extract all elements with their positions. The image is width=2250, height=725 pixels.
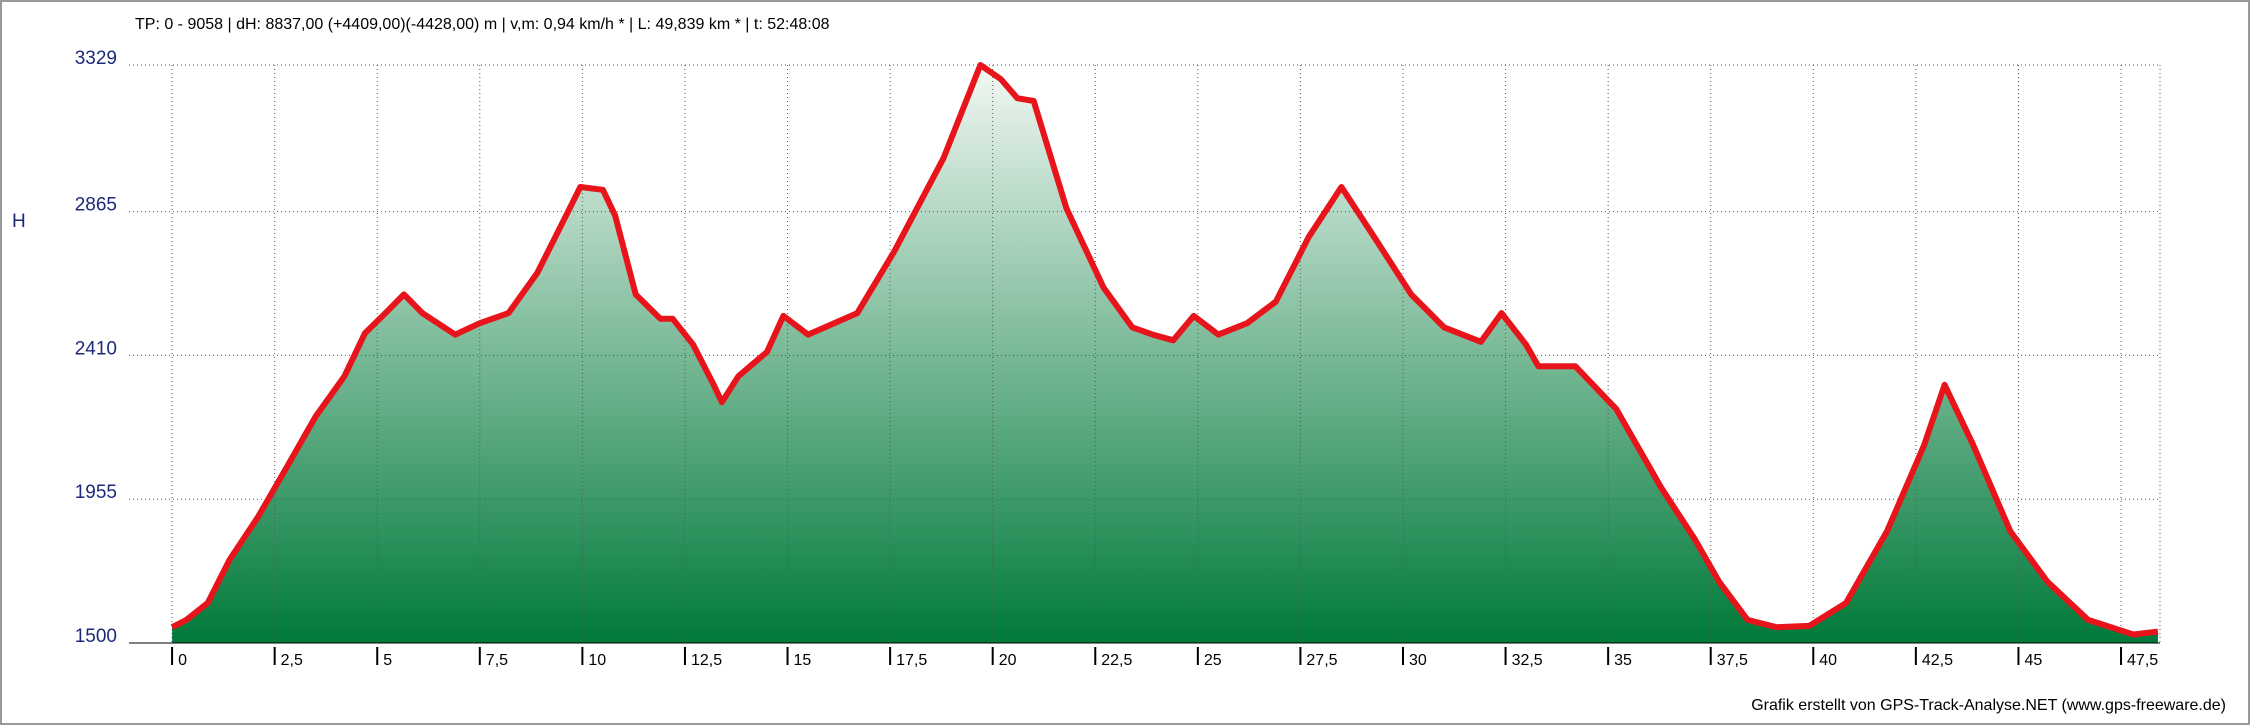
x-tick-label: 17,5 bbox=[896, 652, 927, 669]
x-tick-label: 37,5 bbox=[1717, 652, 1748, 669]
x-tick-label: 42,5 bbox=[1922, 652, 1953, 669]
x-tick-label: 15 bbox=[794, 652, 812, 669]
y-tick-label: 1500 bbox=[75, 626, 117, 647]
x-tick-label: 40 bbox=[1819, 652, 1837, 669]
x-tick-label: 7,5 bbox=[486, 652, 508, 669]
y-tick-label: 2410 bbox=[75, 338, 117, 359]
x-tick-label: 2,5 bbox=[281, 652, 303, 669]
x-tick-label: 22,5 bbox=[1101, 652, 1132, 669]
x-tick-label: 47,5 bbox=[2127, 652, 2158, 669]
y-tick-label: 3329 bbox=[75, 48, 117, 69]
x-tick-label: 10 bbox=[588, 652, 606, 669]
footer: Grafik erstellt von GPS-Track-Analyse.NE… bbox=[1751, 697, 2226, 714]
x-tick-label: 32,5 bbox=[1512, 652, 1543, 669]
x-tick-label: 12,5 bbox=[691, 652, 722, 669]
y-axis-label: H bbox=[12, 211, 26, 232]
x-tick-label: 45 bbox=[2024, 652, 2042, 669]
y-tick-label: 2865 bbox=[75, 195, 117, 216]
x-tick-label: 25 bbox=[1204, 652, 1222, 669]
y-tick-label: 1955 bbox=[75, 482, 117, 503]
x-tick-label: 20 bbox=[999, 652, 1017, 669]
area-fill bbox=[172, 65, 2158, 643]
x-tick-label: 35 bbox=[1614, 652, 1632, 669]
elevation-line bbox=[170, 62, 2159, 638]
chart-title: TP: 0 - 9058 | dH: 8837,00 (+4409,00)(-4… bbox=[135, 16, 830, 33]
x-tick-label: 5 bbox=[383, 652, 392, 669]
x-tick-label: 0 bbox=[178, 652, 187, 669]
x-tick-label: 30 bbox=[1409, 652, 1427, 669]
x-tick-label: 27,5 bbox=[1306, 652, 1337, 669]
